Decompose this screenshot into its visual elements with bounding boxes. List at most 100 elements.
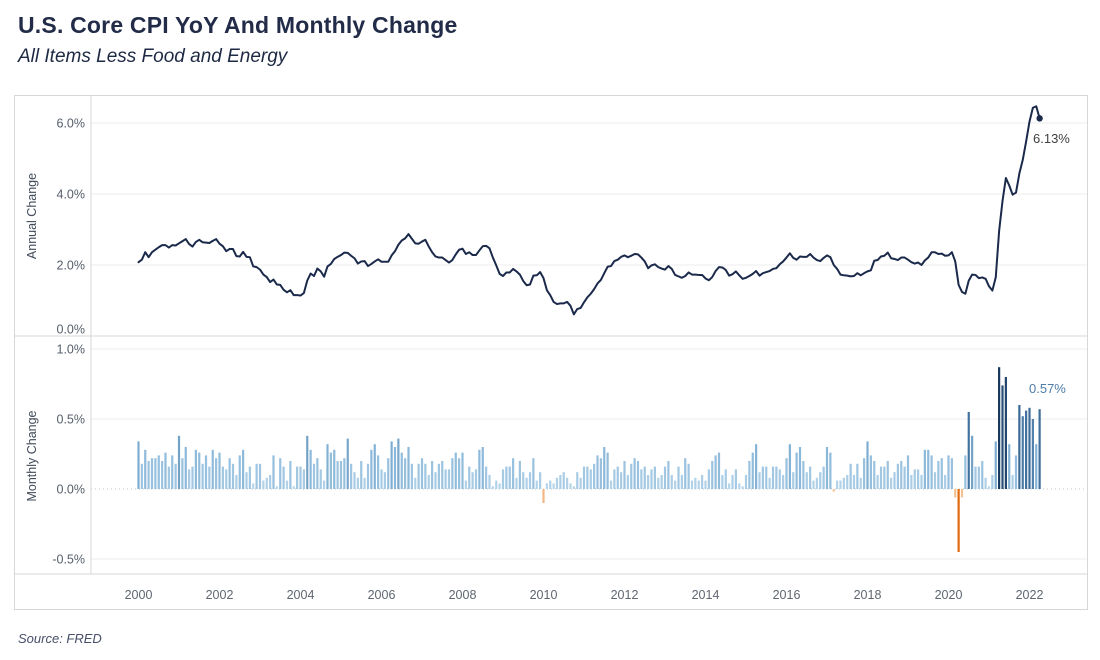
mom-bar	[589, 469, 592, 489]
mom-bar	[687, 463, 690, 489]
mom-bar	[444, 469, 447, 489]
mom-bar	[218, 452, 221, 489]
mom-bar	[468, 466, 471, 489]
mom-bar	[738, 483, 741, 489]
mom-bar	[363, 477, 366, 489]
mom-bar	[498, 483, 501, 489]
mom-bar	[728, 483, 731, 489]
mom-bar	[346, 438, 349, 489]
mom-bar	[454, 452, 457, 489]
mom-bar	[474, 469, 478, 489]
mom-bar	[663, 466, 667, 489]
mom-bar	[994, 441, 997, 489]
mom-bar	[650, 469, 653, 489]
mom-bar	[748, 461, 751, 489]
mom-bar	[167, 466, 170, 489]
mom-bar	[208, 466, 211, 489]
mom-bar	[491, 486, 494, 489]
mom-bar	[302, 469, 305, 489]
mom-bar	[245, 472, 248, 489]
mom-bar	[535, 480, 538, 489]
mom-bar	[140, 463, 143, 489]
mom-bar	[917, 469, 920, 489]
mom-bar	[441, 461, 444, 489]
mom-bar	[896, 463, 899, 489]
mom-bar	[599, 458, 602, 489]
mom-bar	[653, 466, 656, 489]
mom-bar	[677, 466, 680, 489]
mom-bar	[1018, 405, 1021, 489]
mom-bar	[400, 452, 403, 489]
mom-bar	[339, 461, 343, 489]
mom-bar	[933, 472, 937, 489]
monthly-axis-tick: 0.5%	[57, 413, 86, 427]
mom-bar	[1011, 475, 1014, 489]
mom-bar	[609, 480, 613, 489]
year-label: 2000	[125, 588, 153, 602]
mom-bar	[731, 475, 734, 489]
chart-plot: 6.0%4.0%2.0%0.0%1.0%0.5%0.0%-0.5%2000 200…	[15, 96, 1087, 602]
mom-bar	[272, 455, 275, 489]
mom-bar	[184, 447, 187, 489]
mom-bar	[235, 475, 238, 489]
mom-bar	[485, 466, 488, 489]
mom-bar	[191, 466, 194, 489]
mom-bar	[849, 463, 852, 489]
mom-bar	[863, 458, 866, 489]
mom-bar	[336, 461, 339, 489]
year-label: 2014	[692, 588, 720, 602]
mom-bar	[866, 441, 869, 489]
mom-bar	[309, 449, 312, 489]
mom-bar	[819, 472, 822, 489]
mom-bar	[461, 452, 464, 489]
mom-bar	[255, 463, 258, 489]
mom-bar	[451, 458, 454, 489]
mom-bar	[906, 455, 910, 489]
mom-bar	[512, 458, 515, 489]
mom-bar	[940, 458, 943, 489]
mom-bar	[930, 455, 933, 489]
mom-bar	[566, 477, 569, 489]
mom-bar	[431, 461, 434, 489]
mom-bar	[177, 435, 181, 489]
mom-bar	[832, 489, 835, 492]
mom-bar	[181, 458, 184, 489]
mom-bar	[242, 449, 245, 489]
mom-bar	[323, 480, 326, 489]
mom-bar	[289, 461, 292, 489]
year-label: 2018	[854, 588, 882, 602]
mom-bar	[842, 477, 845, 489]
mom-bar	[596, 455, 599, 489]
source-note: Source: FRED	[18, 631, 102, 646]
year-label: 2004	[287, 588, 315, 602]
mom-bar	[427, 475, 430, 489]
mom-bar	[215, 458, 218, 489]
mom-bar	[670, 475, 673, 489]
mom-bar	[495, 480, 498, 489]
mom-bar	[501, 469, 505, 489]
mom-bar	[1021, 416, 1024, 489]
mom-bar	[846, 475, 849, 489]
mom-bar	[788, 444, 791, 489]
mom-bar	[312, 463, 316, 489]
mom-bar	[812, 480, 815, 489]
mom-bar	[680, 475, 683, 489]
mom-bar	[525, 477, 528, 489]
mom-bar	[623, 461, 626, 489]
yoy-line-series	[137, 105, 1043, 316]
mom-bar	[1008, 444, 1011, 489]
mom-bar	[390, 441, 393, 489]
mom-bar	[724, 469, 727, 489]
mom-bar	[147, 461, 150, 489]
mom-bar	[802, 461, 805, 489]
mom-bar	[620, 472, 623, 489]
mom-bar	[977, 466, 980, 489]
mom-bar	[815, 477, 818, 489]
mom-bar	[636, 461, 640, 489]
mom-bar	[377, 455, 380, 489]
mom-bar	[282, 466, 285, 489]
mom-bar	[805, 472, 808, 489]
mom-bar	[647, 475, 650, 489]
mom-bar	[414, 477, 417, 489]
mom-bar	[998, 367, 1001, 489]
